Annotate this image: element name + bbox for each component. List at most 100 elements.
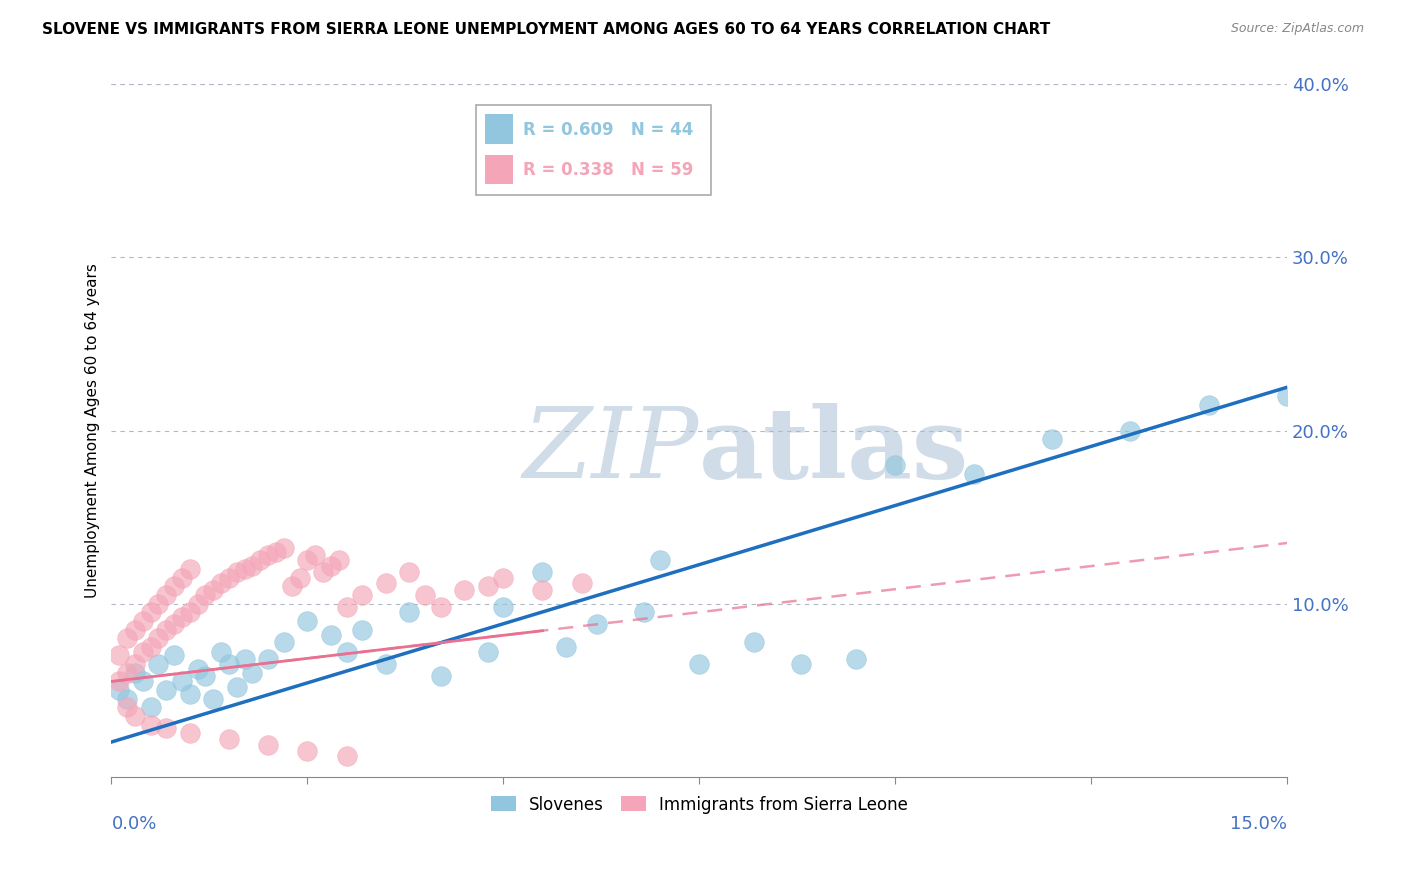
Point <box>492 571 515 585</box>
Point <box>555 640 578 654</box>
Point <box>477 645 499 659</box>
Legend: Slovenes, Immigrants from Sierra Leone: Slovenes, Immigrants from Sierra Leone <box>484 789 914 821</box>
Point <box>571 575 593 590</box>
Point <box>132 674 155 689</box>
Point <box>115 691 138 706</box>
Point <box>633 605 655 619</box>
Point <box>1119 424 1142 438</box>
Point <box>280 579 302 593</box>
Point <box>273 541 295 556</box>
Point <box>328 553 350 567</box>
Point <box>202 691 225 706</box>
Point <box>335 600 357 615</box>
Point <box>155 588 177 602</box>
Point <box>139 605 162 619</box>
Point <box>413 588 436 602</box>
Point <box>233 652 256 666</box>
Point <box>139 717 162 731</box>
Point <box>179 726 201 740</box>
Point <box>352 623 374 637</box>
Point <box>884 458 907 472</box>
Point <box>225 680 247 694</box>
Point <box>477 579 499 593</box>
Text: atlas: atlas <box>699 403 970 500</box>
Point <box>163 648 186 663</box>
Point <box>273 634 295 648</box>
Point <box>233 562 256 576</box>
Point <box>202 582 225 597</box>
Point <box>1275 389 1298 403</box>
Point <box>139 640 162 654</box>
Point <box>139 700 162 714</box>
Point <box>132 645 155 659</box>
Point <box>492 600 515 615</box>
Text: 0.0%: 0.0% <box>111 814 157 833</box>
Point <box>124 623 146 637</box>
Point <box>170 610 193 624</box>
Point <box>209 575 232 590</box>
Point <box>148 597 170 611</box>
Point <box>108 648 131 663</box>
Point <box>304 548 326 562</box>
Point <box>790 657 813 672</box>
Point <box>115 700 138 714</box>
Point <box>586 617 609 632</box>
Point <box>194 669 217 683</box>
Point <box>742 634 765 648</box>
Point <box>124 709 146 723</box>
Point <box>187 662 209 676</box>
Point <box>242 558 264 573</box>
Text: ZIP: ZIP <box>523 404 699 499</box>
Point <box>257 652 280 666</box>
Point <box>209 645 232 659</box>
Point <box>148 631 170 645</box>
Point <box>132 614 155 628</box>
Point <box>1040 432 1063 446</box>
Point <box>108 683 131 698</box>
Point <box>108 674 131 689</box>
Point <box>688 657 710 672</box>
Point <box>179 562 201 576</box>
Point <box>453 582 475 597</box>
Point <box>288 571 311 585</box>
Point <box>264 544 287 558</box>
Point <box>335 645 357 659</box>
Text: Source: ZipAtlas.com: Source: ZipAtlas.com <box>1230 22 1364 36</box>
Point <box>170 571 193 585</box>
Point <box>319 628 342 642</box>
Point <box>398 605 420 619</box>
Point <box>319 558 342 573</box>
Point <box>249 553 271 567</box>
Point <box>163 617 186 632</box>
Point <box>242 665 264 680</box>
Point <box>352 588 374 602</box>
Y-axis label: Unemployment Among Ages 60 to 64 years: Unemployment Among Ages 60 to 64 years <box>86 263 100 598</box>
Point <box>531 566 554 580</box>
Point <box>531 582 554 597</box>
Text: 15.0%: 15.0% <box>1230 814 1286 833</box>
Point <box>429 600 451 615</box>
Point <box>124 665 146 680</box>
Point <box>297 744 319 758</box>
Point <box>962 467 984 481</box>
Point <box>179 687 201 701</box>
Point <box>297 614 319 628</box>
Point <box>845 652 868 666</box>
Point <box>374 575 396 590</box>
Point <box>218 731 240 746</box>
Point <box>218 571 240 585</box>
Point <box>297 553 319 567</box>
Point <box>1198 398 1220 412</box>
Point <box>163 579 186 593</box>
Point <box>648 553 671 567</box>
Point <box>225 566 247 580</box>
Point <box>429 669 451 683</box>
Point <box>115 665 138 680</box>
Point <box>187 597 209 611</box>
Point <box>155 623 177 637</box>
Point <box>257 739 280 753</box>
Text: SLOVENE VS IMMIGRANTS FROM SIERRA LEONE UNEMPLOYMENT AMONG AGES 60 TO 64 YEARS C: SLOVENE VS IMMIGRANTS FROM SIERRA LEONE … <box>42 22 1050 37</box>
Point <box>155 721 177 735</box>
Point <box>194 588 217 602</box>
Point <box>257 548 280 562</box>
